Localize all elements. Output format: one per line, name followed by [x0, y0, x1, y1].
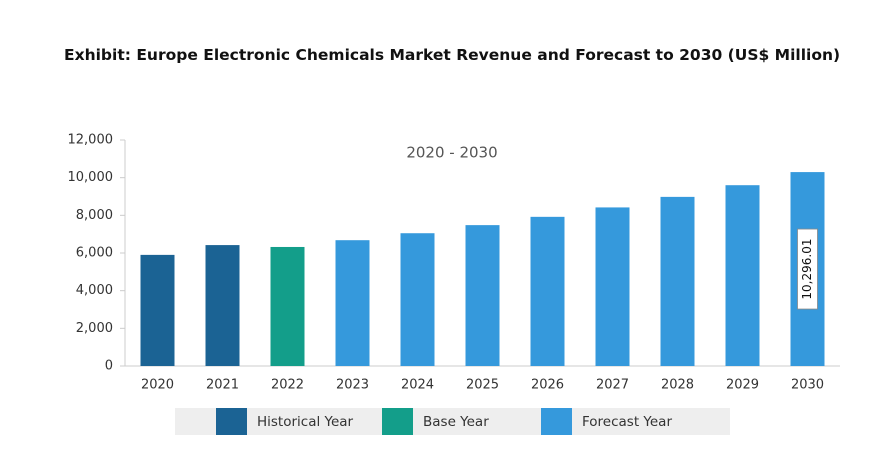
- bar: [140, 254, 175, 366]
- x-tick-label: 2025: [466, 378, 499, 393]
- value-label: 10,296.01: [800, 239, 814, 300]
- x-tick-label: 2023: [336, 378, 369, 393]
- bar: [595, 207, 630, 366]
- legend-swatch: [541, 408, 572, 435]
- bar: [660, 196, 695, 366]
- x-tick-label: 2030: [791, 378, 824, 393]
- y-tick-label: 12,000: [68, 133, 114, 148]
- legend-background: [175, 408, 730, 435]
- annotation: 2020 - 2030: [406, 144, 497, 162]
- value-label-box: [797, 228, 818, 310]
- chart-title: Exhibit: Europe Electronic Chemicals Mar…: [64, 46, 841, 64]
- x-tick-label: 2026: [531, 378, 564, 393]
- bar: [205, 245, 240, 366]
- bar: [465, 225, 500, 366]
- bar: [530, 216, 565, 366]
- x-tick-label: 2028: [661, 378, 694, 393]
- y-tick-label: 10,000: [68, 170, 114, 185]
- y-tick-label: 6,000: [76, 246, 113, 261]
- x-tick-label: 2020: [141, 378, 174, 393]
- bar: [270, 246, 305, 366]
- y-tick-label: 8,000: [76, 208, 113, 223]
- legend-label: Forecast Year: [582, 414, 672, 430]
- y-tick-label: 2,000: [76, 321, 113, 336]
- x-tick-label: 2029: [726, 378, 759, 393]
- bar: [725, 185, 760, 366]
- x-tick-label: 2024: [401, 378, 434, 393]
- bar: [335, 240, 370, 366]
- legend-swatch: [382, 408, 413, 435]
- bar: [400, 233, 435, 366]
- x-tick-label: 2021: [206, 378, 239, 393]
- y-tick-label: 4,000: [76, 283, 113, 298]
- x-tick-label: 2027: [596, 378, 629, 393]
- x-tick-label: 2022: [271, 378, 304, 393]
- legend-label: Historical Year: [257, 414, 354, 430]
- y-tick-label: 0: [105, 359, 113, 374]
- legend-swatch: [216, 408, 247, 435]
- legend-label: Base Year: [423, 414, 489, 430]
